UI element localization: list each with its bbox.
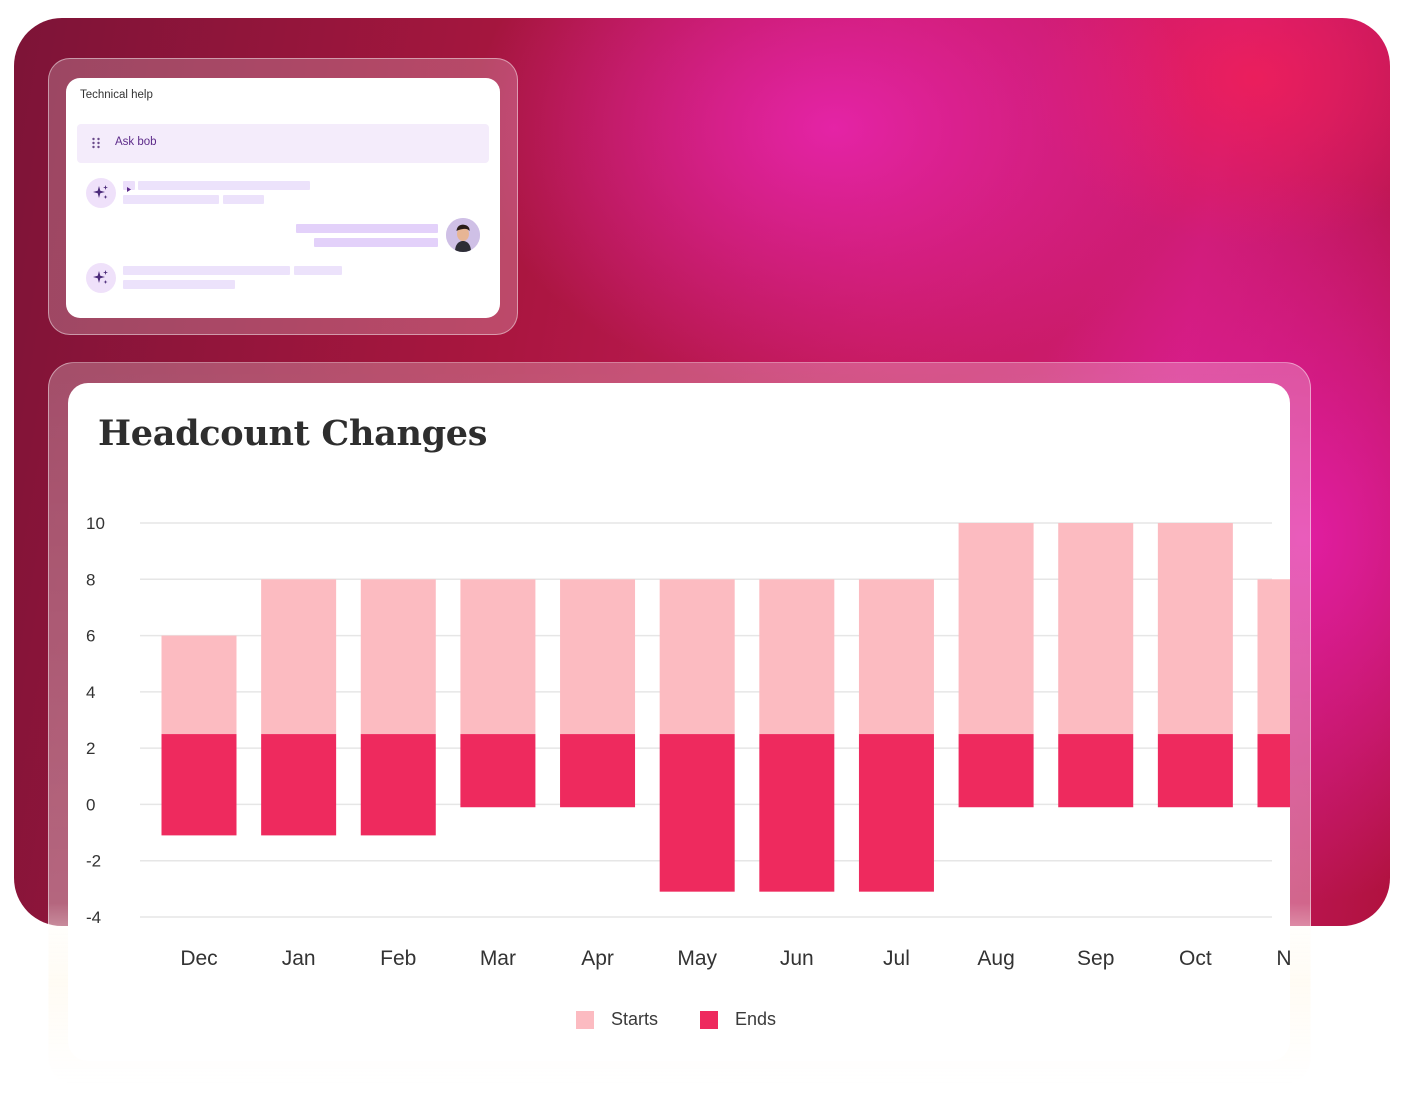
message-line: [294, 266, 342, 275]
x-tick-label-nov: Nov: [1276, 947, 1290, 970]
user-message-line: [296, 224, 438, 233]
bar-ends-oct[interactable]: [1157, 734, 1233, 808]
bar-ends-dec[interactable]: [161, 734, 237, 836]
bar-ends-apr[interactable]: [560, 734, 636, 808]
bar-starts-sep[interactable]: [1058, 523, 1134, 735]
legend-swatch-ends: [700, 1010, 718, 1029]
legend-item-ends[interactable]: Ends: [700, 1009, 776, 1030]
y-tick-label: 0: [86, 795, 95, 814]
bar-ends-jan[interactable]: [261, 734, 337, 836]
bar-starts-dec[interactable]: [161, 635, 237, 735]
message-line: [223, 195, 264, 204]
y-tick-label: 4: [86, 683, 95, 702]
bar-starts-apr[interactable]: [560, 579, 636, 735]
bar-ends-aug[interactable]: [958, 734, 1034, 808]
x-tick-label-jan: Jan: [282, 947, 316, 970]
y-tick-label: 6: [86, 627, 95, 646]
drag-handle-icon[interactable]: [91, 137, 101, 149]
bar-starts-jan[interactable]: [261, 579, 337, 735]
bar-starts-aug[interactable]: [958, 523, 1034, 735]
bar-starts-mar[interactable]: [460, 579, 536, 735]
ai-avatar-2: [86, 263, 116, 293]
y-tick-label: -2: [86, 852, 101, 871]
y-tick-label: 8: [86, 570, 95, 589]
legend-label-starts: Starts: [611, 1009, 659, 1029]
bar-ends-sep[interactable]: [1058, 734, 1134, 808]
chat-panel-title: Technical help: [80, 89, 153, 101]
message-line: [138, 181, 310, 190]
chart-title: Headcount Changes: [98, 413, 488, 454]
y-tick-label: 10: [86, 514, 105, 533]
play-button[interactable]: [123, 181, 135, 192]
x-tick-label-sep: Sep: [1077, 947, 1114, 970]
headcount-chart: 10 8 6 4 2 0 -2 -4 Dec Jan Feb Mar Apr May Jun Jul Aug Se…: [86, 514, 1291, 970]
user-message-line: [314, 238, 438, 247]
play-icon: [127, 187, 131, 192]
ai-avatar-1: [86, 178, 116, 208]
bar-starts-jul[interactable]: [858, 579, 934, 735]
bar-ends-nov[interactable]: [1257, 734, 1291, 808]
message-line: [123, 195, 219, 204]
legend-item-starts[interactable]: Starts: [576, 1009, 658, 1030]
x-tick-label-oct: Oct: [1179, 947, 1212, 970]
message-line: [123, 266, 290, 275]
bar-starts-nov[interactable]: [1257, 579, 1291, 735]
bar-starts-feb[interactable]: [360, 579, 436, 735]
sparkles-icon: [93, 270, 108, 284]
x-tick-label-apr: Apr: [581, 947, 614, 970]
x-tick-label-jul: Jul: [883, 947, 910, 970]
bar-ends-feb[interactable]: [360, 734, 436, 836]
x-tick-label-aug: Aug: [977, 947, 1014, 970]
bar-starts-oct[interactable]: [1157, 523, 1233, 735]
x-tick-label-mar: Mar: [480, 947, 516, 970]
x-tick-label-feb: Feb: [380, 947, 416, 970]
bar-ends-may[interactable]: [659, 734, 735, 892]
ask-bob-label: Ask bob: [115, 136, 157, 148]
x-tick-label-may: May: [677, 947, 717, 970]
x-tick-label-jun: Jun: [780, 947, 814, 970]
chart-panel: Headcount Changes 10 8 6 4 2 0 -2 -4 Dec Jan Feb Ma…: [68, 383, 1290, 1061]
message-line: [123, 280, 235, 289]
bar-ends-mar[interactable]: [460, 734, 536, 808]
sparkles-icon: [93, 185, 108, 199]
bar-ends-jun[interactable]: [759, 734, 835, 892]
legend-label-ends: Ends: [735, 1009, 777, 1029]
user-avatar: [446, 218, 480, 252]
bar-starts-may[interactable]: [659, 579, 735, 735]
x-tick-label-dec: Dec: [180, 947, 217, 970]
ask-bob-row[interactable]: Ask bob: [77, 124, 489, 163]
bar-ends-jul[interactable]: [858, 734, 934, 892]
chat-panel: Technical help Ask bob: [66, 78, 500, 318]
bar-starts-jun[interactable]: [759, 579, 835, 735]
legend-swatch-starts: [576, 1010, 594, 1029]
y-tick-label: 2: [86, 739, 95, 758]
y-tick-label: -4: [86, 908, 101, 927]
